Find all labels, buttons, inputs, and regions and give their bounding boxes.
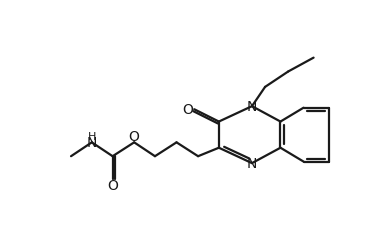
Text: N: N xyxy=(87,136,97,150)
Text: O: O xyxy=(129,130,140,143)
Text: N: N xyxy=(247,100,257,114)
Text: H: H xyxy=(88,132,96,142)
Text: O: O xyxy=(183,103,194,117)
Text: O: O xyxy=(107,179,118,193)
Text: N: N xyxy=(247,156,257,170)
